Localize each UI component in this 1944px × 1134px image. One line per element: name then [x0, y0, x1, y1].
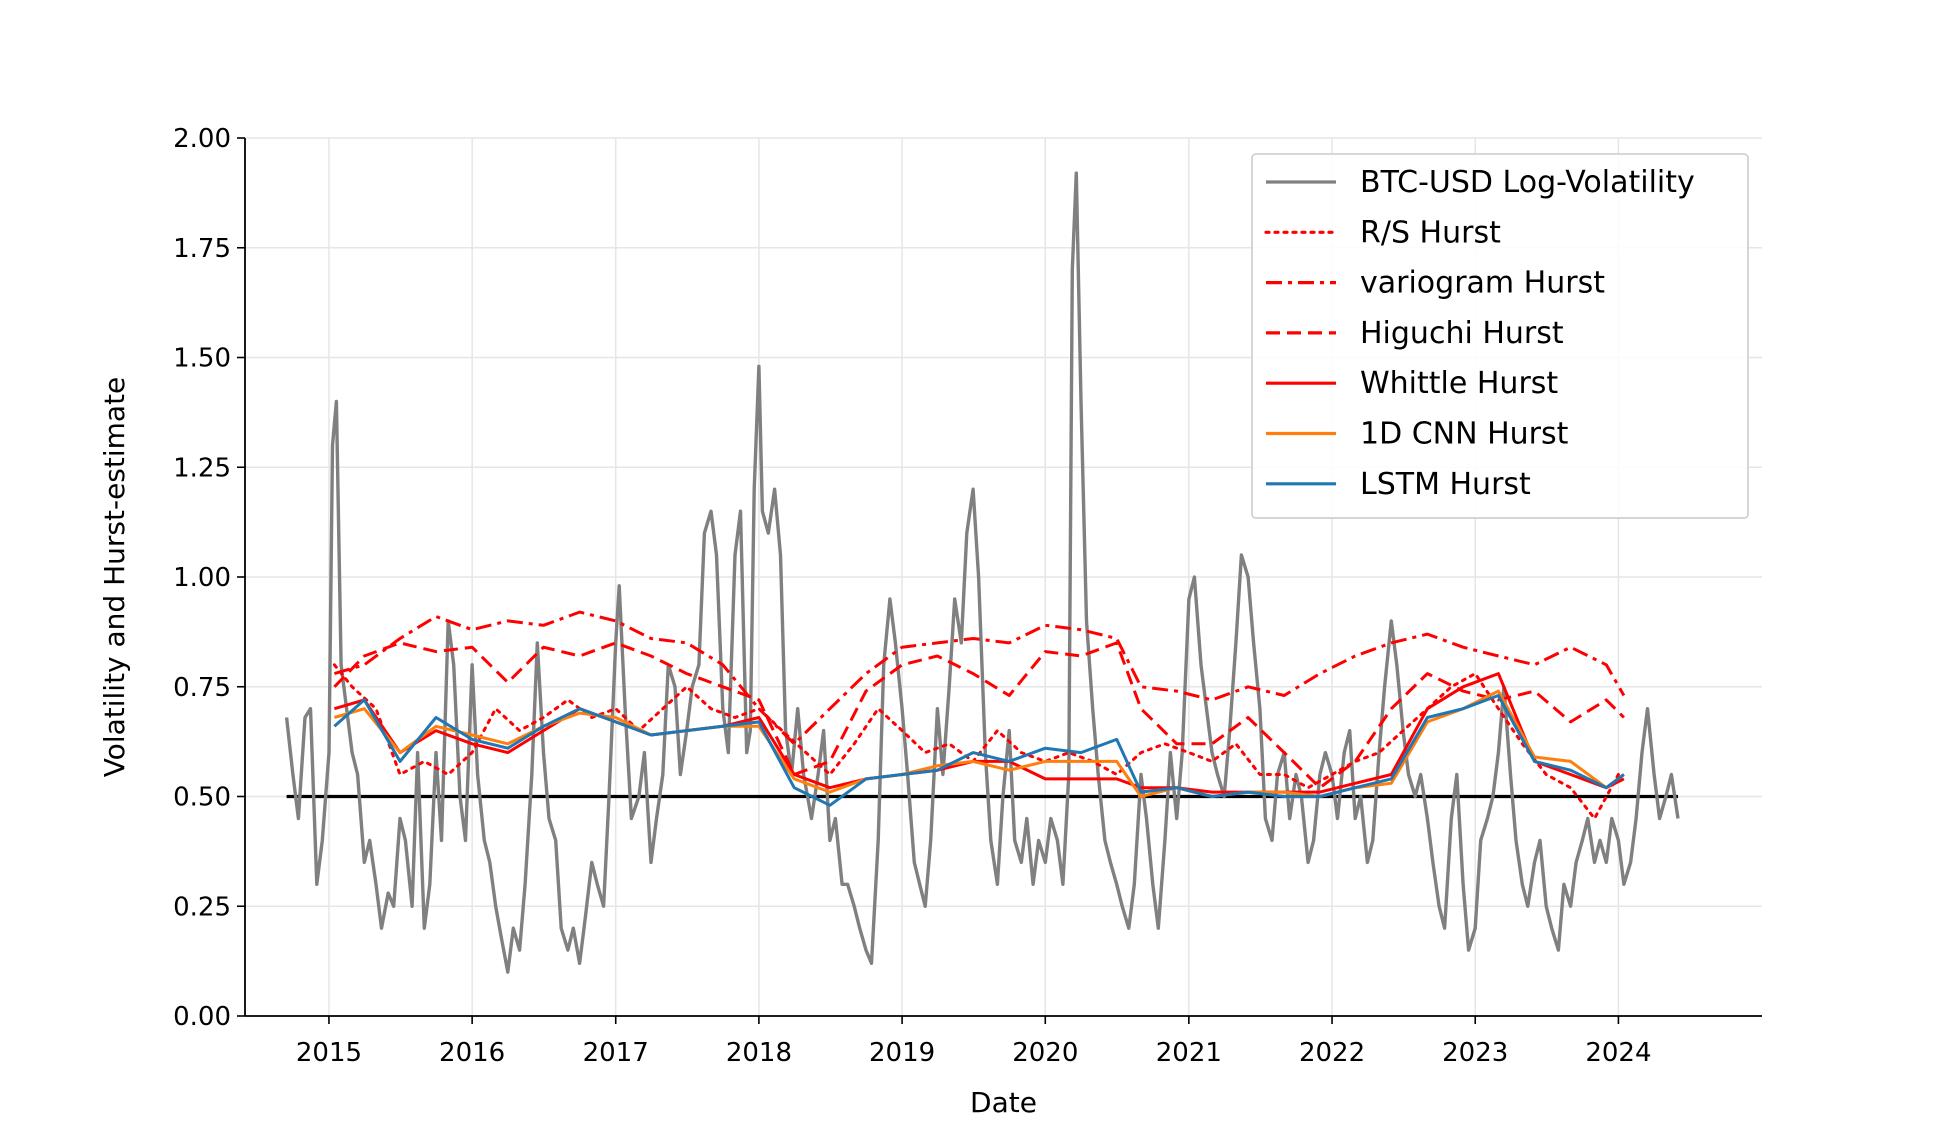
axes: 0.00 0.25 0.50 0.75 1.00 1.25 1.50 1.75 2.00 2015… — [173, 124, 1762, 1068]
y-tick-label: 0.75 — [173, 673, 231, 703]
legend-label-0: BTC-USD Log-Volatility — [1360, 165, 1695, 200]
x-tick-label: 2019 — [869, 1038, 935, 1068]
legend-label-6: LSTM Hurst — [1360, 467, 1531, 502]
y-tick-label: 0.25 — [173, 892, 231, 922]
series-line-4 — [333, 672, 1625, 794]
y-tick-label: 1.50 — [173, 344, 231, 374]
y-tick-label: 2.00 — [173, 124, 231, 154]
y-tick-label: 1.75 — [173, 234, 231, 264]
series-line-0 — [284, 171, 1680, 974]
legend-label-1: R/S Hurst — [1360, 215, 1501, 250]
x-tick-label: 2022 — [1299, 1038, 1365, 1068]
x-tick-label: 2023 — [1442, 1038, 1508, 1068]
y-tick-label: 1.00 — [173, 563, 231, 593]
x-tick-label: 2020 — [1012, 1038, 1078, 1068]
series-line-2 — [333, 610, 1626, 746]
y-tick-label: 0.50 — [173, 783, 231, 813]
x-axis-label: Date — [970, 1086, 1037, 1119]
y-tick-label: 1.25 — [173, 453, 231, 483]
series-line-6 — [333, 694, 1625, 807]
series-layer — [284, 171, 1680, 974]
y-tick-label: 0.00 — [173, 1002, 231, 1032]
x-tick-label: 2024 — [1585, 1038, 1651, 1068]
x-tick-label: 2018 — [726, 1038, 792, 1068]
x-tick-label: 2016 — [439, 1038, 505, 1068]
x-tick-label: 2015 — [296, 1038, 362, 1068]
legend-label-5: 1D CNN Hurst — [1360, 417, 1569, 452]
legend: BTC-USD Log-Volatility R/S Hurst variogram… — [1251, 153, 1749, 519]
y-axis-label: Volatility and Hurst-estimate — [98, 377, 131, 778]
x-tick-label: 2021 — [1156, 1038, 1222, 1068]
legend-label-3: Higuchi Hurst — [1360, 316, 1564, 351]
legend-box — [1251, 153, 1749, 519]
x-tick-label: 2017 — [583, 1038, 649, 1068]
legend-label-2: variogram Hurst — [1360, 266, 1605, 301]
legend-label-4: Whittle Hurst — [1360, 366, 1558, 401]
series-line-3 — [333, 641, 1625, 790]
